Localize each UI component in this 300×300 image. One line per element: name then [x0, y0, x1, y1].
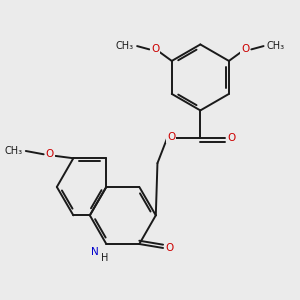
Text: H: H	[101, 253, 108, 263]
Text: O: O	[227, 134, 235, 143]
Text: O: O	[167, 133, 176, 142]
Text: O: O	[151, 44, 159, 54]
Text: N: N	[91, 247, 99, 257]
Text: CH₃: CH₃	[4, 146, 22, 156]
Text: O: O	[241, 44, 250, 54]
Text: CH₃: CH₃	[267, 41, 285, 51]
Text: O: O	[46, 149, 54, 159]
Text: CH₃: CH₃	[116, 41, 134, 51]
Text: O: O	[166, 243, 174, 253]
